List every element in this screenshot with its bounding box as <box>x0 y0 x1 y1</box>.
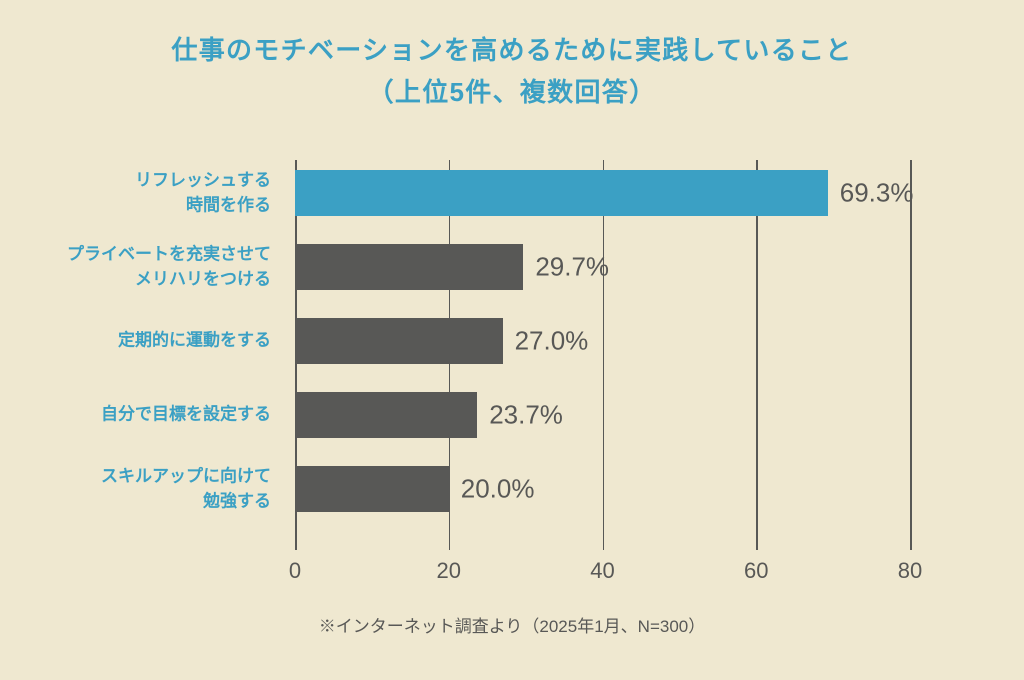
chart-title-line2: （上位5件、複数回答） <box>368 77 657 107</box>
bar-category-label: 自分で目標を設定する <box>101 403 295 428</box>
chart-footnote: ※インターネット調査より（2025年1月、N=300） <box>0 612 1024 637</box>
x-tick: 40 <box>590 550 614 584</box>
bar-category-label: プライベートを充実させて メリハリをつける <box>67 242 295 291</box>
chart-plot-area: 020406080リフレッシュする 時間を作る69.3%プライベートを充実させて… <box>295 160 910 550</box>
bar-row: 定期的に運動をする27.0% <box>295 318 910 364</box>
bar <box>295 392 477 438</box>
bar-category-label: 定期的に運動をする <box>118 329 295 354</box>
bar <box>295 466 449 512</box>
bar-value-label: 27.0% <box>503 326 589 357</box>
bar-value-label: 23.7% <box>477 400 563 431</box>
bar-category-label: リフレッシュする 時間を作る <box>135 168 295 217</box>
bar <box>295 170 828 216</box>
x-tick: 80 <box>898 550 922 584</box>
bar-category-label: スキルアップに向けて 勉強する <box>101 464 295 513</box>
bar-row: スキルアップに向けて 勉強する20.0% <box>295 466 910 512</box>
bar-value-label: 20.0% <box>449 474 535 505</box>
bar <box>295 318 503 364</box>
chart-title: 仕事のモチベーションを高めるために実践していること （上位5件、複数回答） <box>0 30 1024 113</box>
bar-value-label: 69.3% <box>828 178 914 209</box>
bar <box>295 244 523 290</box>
x-tick: 60 <box>744 550 768 584</box>
x-tick: 0 <box>289 550 301 584</box>
bar-value-label: 29.7% <box>523 252 609 283</box>
bar-row: リフレッシュする 時間を作る69.3% <box>295 170 910 216</box>
bar-row: 自分で目標を設定する23.7% <box>295 392 910 438</box>
chart-title-line1: 仕事のモチベーションを高めるために実践していること <box>171 35 852 65</box>
bar-row: プライベートを充実させて メリハリをつける29.7% <box>295 244 910 290</box>
grid-line <box>910 160 912 550</box>
x-tick: 20 <box>437 550 461 584</box>
